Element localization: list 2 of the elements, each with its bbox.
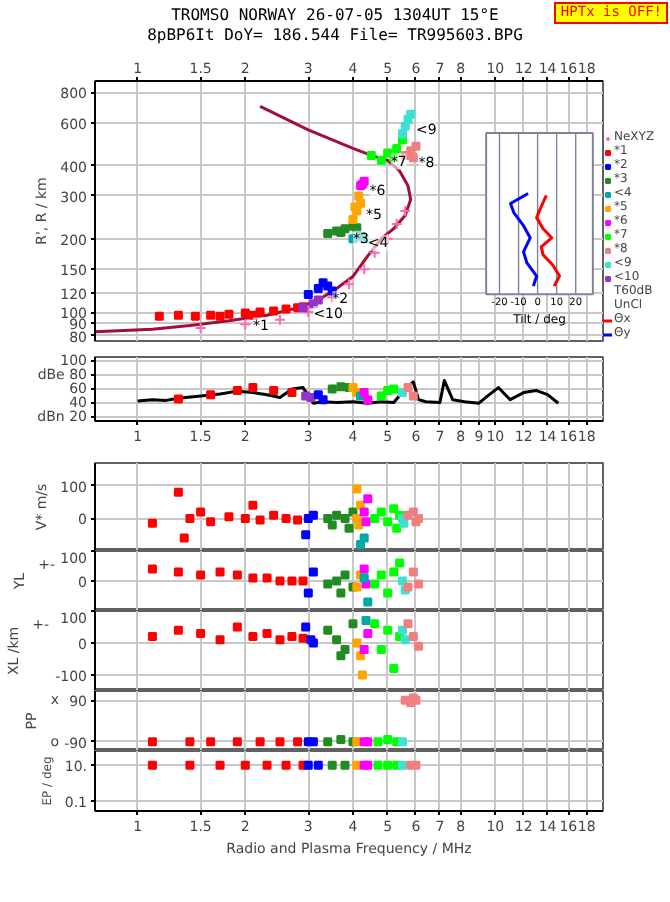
chart-subtitle: 8pBP6It DoY= 186.544 File= TR995603.BPG [145,26,525,46]
chart-title: TROMSO NORWAY 26-07-05 1304UT 15°E [171,6,499,24]
